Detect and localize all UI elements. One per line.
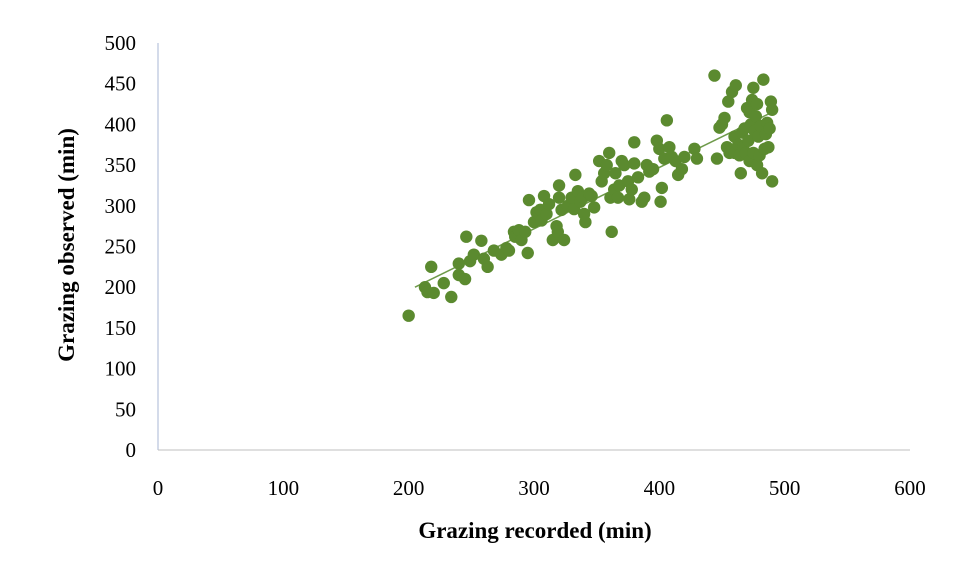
data-point — [718, 111, 731, 125]
data-point — [765, 103, 779, 116]
data-point — [521, 246, 534, 260]
data-point — [552, 191, 566, 204]
data-point — [755, 167, 769, 180]
y-tick-label: 0 — [126, 438, 137, 462]
data-point — [734, 167, 747, 180]
x-tick-label: 300 — [518, 476, 550, 500]
data-point — [631, 171, 645, 184]
data-point — [522, 193, 536, 207]
x-tick-label: 200 — [393, 476, 425, 500]
data-points-group — [402, 69, 779, 322]
y-tick-label: 350 — [105, 153, 137, 177]
data-point — [552, 179, 566, 192]
data-point — [458, 272, 472, 286]
x-axis-title: Grazing recorded (min) — [418, 518, 651, 543]
data-point — [628, 157, 641, 170]
y-tick-label: 500 — [105, 31, 137, 55]
data-point — [603, 146, 616, 160]
tick-labels-group: 0 100 200 300 400 500 600 0 50 100 150 200 250 300 350… — [105, 31, 926, 500]
x-tick-label: 100 — [268, 476, 300, 500]
data-point — [569, 168, 582, 182]
data-point — [654, 195, 667, 208]
y-tick-label: 150 — [105, 316, 137, 340]
data-point — [750, 97, 764, 111]
data-point — [628, 136, 641, 149]
data-point — [708, 69, 721, 82]
data-point — [585, 189, 598, 203]
data-point — [481, 260, 494, 274]
data-point — [623, 193, 636, 206]
y-axis-title: Grazing observed (min) — [54, 128, 79, 362]
data-point — [688, 142, 701, 156]
data-point — [675, 162, 689, 176]
data-point — [437, 276, 450, 290]
data-point — [557, 233, 571, 247]
y-tick-label: 200 — [105, 275, 137, 299]
data-point — [609, 167, 622, 180]
data-point — [605, 225, 618, 239]
data-point — [653, 142, 666, 156]
data-point — [638, 191, 651, 204]
data-point — [749, 110, 763, 123]
y-tick-label: 450 — [105, 72, 137, 96]
data-point — [445, 290, 458, 304]
x-tick-label: 400 — [644, 476, 676, 500]
data-point — [425, 260, 438, 274]
data-point — [762, 140, 775, 154]
data-point — [467, 248, 481, 261]
data-point — [452, 257, 465, 270]
data-point — [460, 230, 473, 243]
y-tick-label: 300 — [105, 194, 137, 218]
data-point — [660, 114, 674, 127]
data-point — [579, 215, 592, 229]
data-point — [747, 81, 760, 94]
data-point — [519, 225, 532, 239]
data-point — [502, 244, 516, 257]
data-point — [722, 95, 735, 108]
data-point — [625, 183, 638, 196]
data-point — [765, 175, 779, 188]
data-point — [757, 73, 770, 86]
y-tick-label: 50 — [115, 397, 136, 421]
data-point — [402, 309, 415, 322]
data-point — [475, 234, 488, 248]
x-tick-label: 500 — [769, 476, 801, 500]
data-point — [611, 191, 625, 204]
data-point — [678, 150, 691, 164]
y-tick-label: 250 — [105, 235, 137, 259]
data-point — [729, 79, 742, 92]
data-point — [663, 140, 676, 154]
x-tick-label: 600 — [894, 476, 926, 500]
data-point — [690, 152, 704, 165]
axes-group — [157, 43, 910, 451]
x-tick-label: 0 — [153, 476, 164, 500]
data-point — [710, 152, 724, 165]
y-tick-label: 400 — [105, 112, 137, 136]
data-point — [646, 162, 660, 176]
data-point — [540, 207, 553, 221]
y-tick-label: 100 — [105, 357, 137, 381]
data-point — [587, 201, 601, 214]
data-point — [742, 134, 755, 147]
data-point — [618, 158, 631, 172]
data-point — [542, 197, 556, 211]
data-point — [655, 181, 669, 195]
data-point — [763, 122, 776, 135]
data-point — [600, 158, 613, 172]
data-point — [427, 286, 440, 300]
